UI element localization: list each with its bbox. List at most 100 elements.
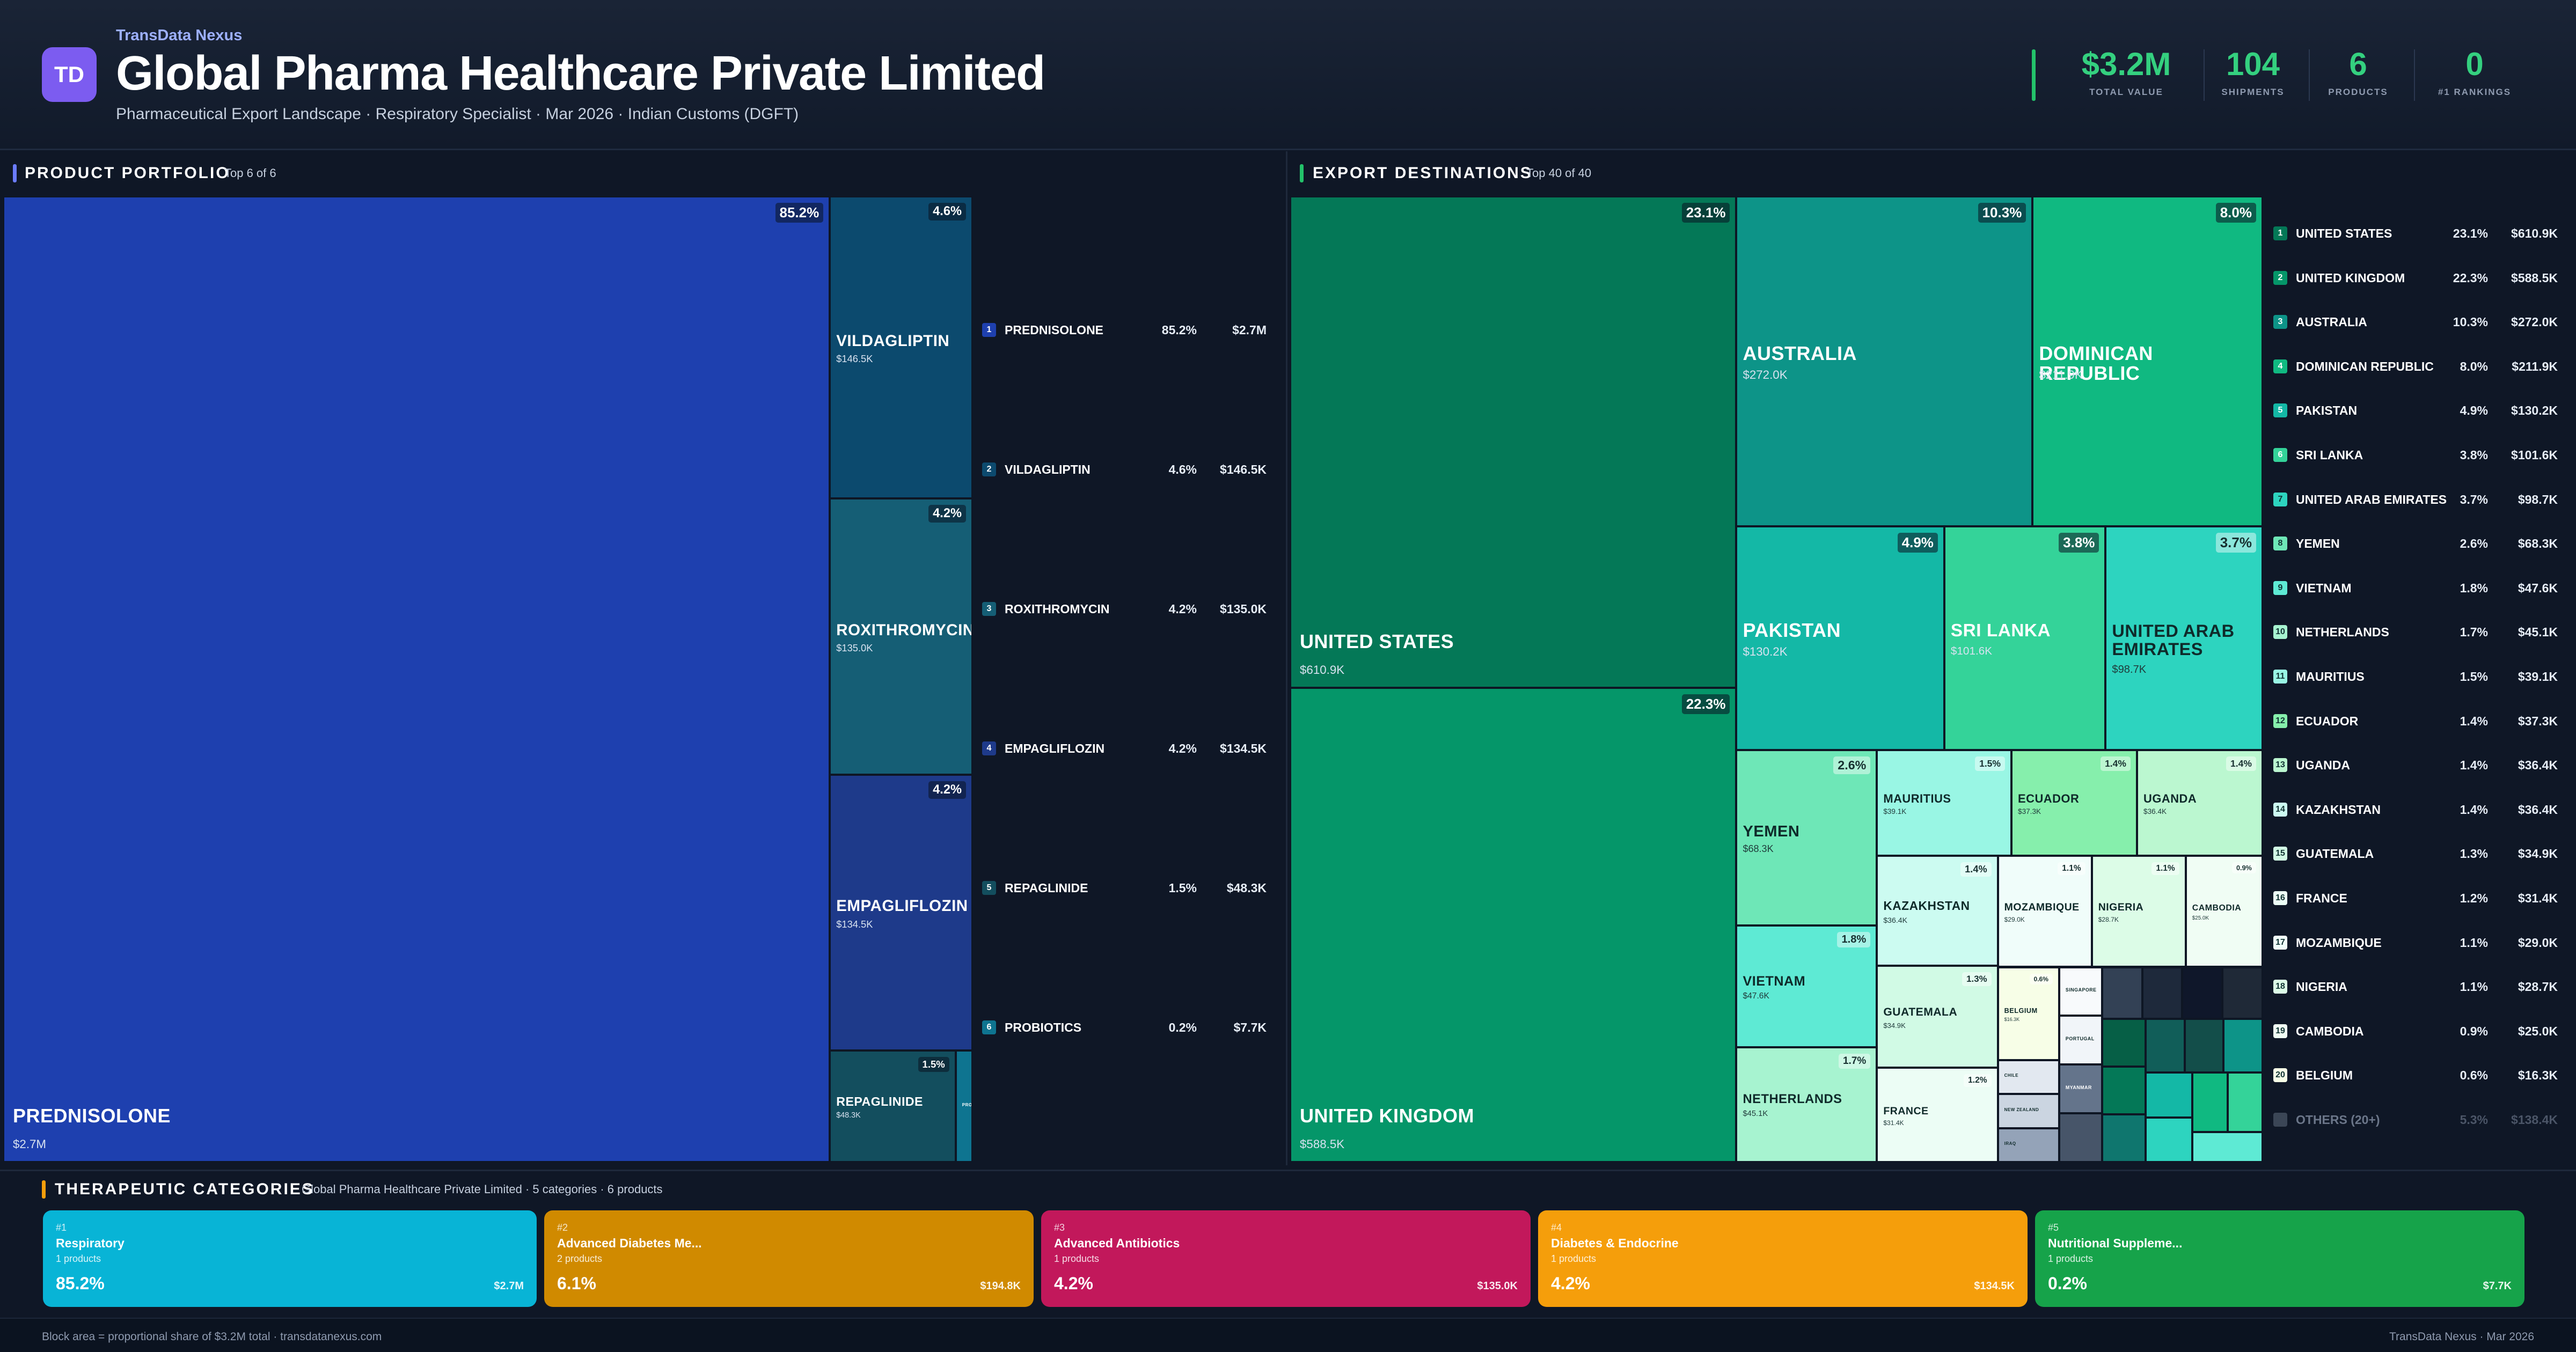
category-card-respiratory[interactable]: #1 Respiratory 1 products 85.2% $2.7M: [43, 1210, 537, 1307]
treemap-cell-vietnam[interactable]: 1.8% VIETNAM $47.6K: [1736, 925, 1877, 1047]
treemap-cell-guatemala[interactable]: 1.3% GUATEMALA $34.9K: [1877, 966, 1998, 1068]
treemap-cell-item[interactable]: [2223, 1019, 2263, 1073]
treemap-cell-yemen[interactable]: 2.6% YEMEN $68.3K: [1736, 750, 1877, 926]
category-value: $134.5K: [1974, 1280, 2015, 1292]
treemap-cell-vildagliptin[interactable]: 4.6% VILDAGLIPTIN $146.5K: [830, 196, 972, 499]
legend-row-others-20[interactable]: OTHERS (20+) 5.3% $138.4K: [2273, 1109, 2563, 1131]
treemap-cell-item[interactable]: [2059, 1113, 2102, 1162]
treemap-cell-item[interactable]: [2102, 967, 2142, 1019]
legend-row-mozambique[interactable]: 17 MOZAMBIQUE 1.1% $29.0K: [2273, 932, 2563, 954]
category-name: Respiratory: [56, 1236, 125, 1250]
treemap-cell-kazakhstan[interactable]: 1.4% KAZAKHSTAN $36.4K: [1877, 856, 1998, 966]
treemap-cell-ecuador[interactable]: 1.4% ECUADOR $37.3K: [2011, 750, 2137, 856]
treemap-cell-item[interactable]: [2182, 967, 2223, 1019]
legend-name: SRI LANKA: [2296, 448, 2363, 462]
treemap-cell-item[interactable]: [2146, 1117, 2193, 1162]
legend-row-mauritius[interactable]: 11 MAURITIUS 1.5% $39.1K: [2273, 666, 2563, 688]
legend-row-prednisolone[interactable]: 1 PREDNISOLONE 85.2% $2.7M: [982, 320, 1272, 341]
treemap-cell-myanmar[interactable]: MYANMAR: [2059, 1064, 2102, 1114]
legend-row-united-kingdom[interactable]: 2 UNITED KINGDOM 22.3% $588.5K: [2273, 268, 2563, 289]
legend-row-ecuador[interactable]: 12 ECUADOR 1.4% $37.3K: [2273, 711, 2563, 732]
legend-row-dominican-republic[interactable]: 4 DOMINICAN REPUBLIC 8.0% $211.9K: [2273, 356, 2563, 378]
treemap-cell-item[interactable]: [2102, 1114, 2146, 1162]
category-card-advanced-antibiotics[interactable]: #3 Advanced Antibiotics 1 products 4.2% $135…: [1041, 1210, 1531, 1307]
treemap-cell-repaglinide[interactable]: 1.5% REPAGLINIDE $48.3K: [830, 1050, 956, 1162]
cell-share-badge: 3.8%: [2059, 533, 2099, 553]
treemap-cell-singapore[interactable]: SINGAPORE: [2059, 967, 2102, 1016]
treemap-cell-prednisolone[interactable]: 85.2% PREDNISOLONE $2.7M: [3, 196, 830, 1162]
legend-row-nigeria[interactable]: 18 NIGERIA 1.1% $28.7K: [2273, 976, 2563, 998]
legend-value: $588.5K: [2511, 270, 2558, 285]
treemap-cell-australia[interactable]: 10.3% AUSTRALIA $272.0K: [1736, 196, 2033, 527]
treemap-cell-item[interactable]: [2102, 1019, 2146, 1067]
legend-row-kazakhstan[interactable]: 14 KAZAKHSTAN 1.4% $36.4K: [2273, 799, 2563, 821]
treemap-cell-item[interactable]: [2192, 1072, 2228, 1133]
legend-row-probiotics[interactable]: 6 PROBIOTICS 0.2% $7.7K: [982, 1017, 1272, 1039]
treemap-cell-chile[interactable]: CHILE: [1997, 1060, 2059, 1094]
category-share: 6.1%: [557, 1274, 596, 1293]
legend-row-sri-lanka[interactable]: 6 SRI LANKA 3.8% $101.6K: [2273, 445, 2563, 466]
category-rank: #1: [56, 1222, 67, 1233]
treemap-cell-mozambique[interactable]: 1.1% MOZAMBIQUE $29.0K: [1997, 856, 2092, 967]
legend-row-netherlands[interactable]: 10 NETHERLANDS 1.7% $45.1K: [2273, 622, 2563, 643]
legend-value: $272.0K: [2511, 315, 2558, 329]
treemap-cell-united-states[interactable]: 23.1% UNITED STATES $610.9K: [1290, 196, 1737, 688]
treemap-cell-probiotics[interactable]: PROBIOTICS: [955, 1050, 972, 1162]
rank-badge: 9: [2273, 581, 2287, 595]
category-card-advanced-diabetes-me[interactable]: #2 Advanced Diabetes Me... 2 products 6.1% $…: [544, 1210, 1034, 1307]
legend-row-cambodia[interactable]: 19 CAMBODIA 0.9% $25.0K: [2273, 1021, 2563, 1042]
legend-row-yemen[interactable]: 8 YEMEN 2.6% $68.3K: [2273, 533, 2563, 555]
cell-label: UNITED ARAB EMIRATES: [2112, 621, 2235, 659]
treemap-cell-portugal[interactable]: PORTUGAL: [2059, 1016, 2102, 1065]
legend-share: 1.8%: [2460, 581, 2488, 595]
legend-share: 3.8%: [2460, 448, 2488, 462]
treemap-cell-item[interactable]: [2227, 1072, 2263, 1133]
category-card-diabetes-endocrine[interactable]: #4 Diabetes & Endocrine 1 products 4.2% $134…: [1538, 1210, 2028, 1307]
category-rank: #5: [2048, 1222, 2059, 1233]
treemap-cell-nigeria[interactable]: 1.1% NIGERIA $28.7K: [2091, 856, 2186, 967]
treemap-cell-sri-lanka[interactable]: 3.8% SRI LANKA $101.6K: [1944, 526, 2106, 751]
treemap-cell-uganda[interactable]: 1.4% UGANDA $36.4K: [2137, 750, 2263, 856]
treemap-cell-netherlands[interactable]: 1.7% NETHERLANDS $45.1K: [1736, 1047, 1877, 1162]
legend-row-pakistan[interactable]: 5 PAKISTAN 4.9% $130.2K: [2273, 400, 2563, 422]
legend-row-france[interactable]: 16 FRANCE 1.2% $31.4K: [2273, 888, 2563, 909]
legend-row-guatemala[interactable]: 15 GUATEMALA 1.3% $34.9K: [2273, 843, 2563, 865]
legend-row-united-arab-emirates[interactable]: 7 UNITED ARAB EMIRATES 3.7% $98.7K: [2273, 489, 2563, 511]
treemap-cell-france[interactable]: 1.2% FRANCE $31.4K: [1877, 1068, 1998, 1162]
legend-row-empagliflozin[interactable]: 4 EMPAGLIFLOZIN 4.2% $134.5K: [982, 738, 1272, 760]
treemap-cell-item[interactable]: [2184, 1019, 2224, 1073]
treemap-cell-iraq[interactable]: IRAQ: [1997, 1128, 2059, 1162]
treemap-cell-pakistan[interactable]: 4.9% PAKISTAN $130.2K: [1736, 526, 1944, 751]
legend-share: 1.5%: [1168, 881, 1197, 895]
treemap-cell-roxithromycin[interactable]: 4.2% ROXITHROMYCIN $135.0K: [830, 498, 972, 775]
treemap-cell-cambodia[interactable]: 0.9% CAMBODIA $25.0K: [2185, 856, 2263, 967]
treemap-cell-item[interactable]: [2222, 967, 2263, 1019]
legend-share: 10.3%: [2453, 315, 2488, 329]
legend-row-uganda[interactable]: 13 UGANDA 1.4% $36.4K: [2273, 755, 2563, 776]
legend-row-repaglinide[interactable]: 5 REPAGLINIDE 1.5% $48.3K: [982, 878, 1272, 899]
legend-value: $98.7K: [2518, 492, 2558, 506]
legend-row-united-states[interactable]: 1 UNITED STATES 23.1% $610.9K: [2273, 223, 2563, 245]
cell-value: $130.2K: [1743, 645, 1788, 659]
legend-row-vietnam[interactable]: 9 VIETNAM 1.8% $47.6K: [2273, 578, 2563, 599]
treemap-cell-item[interactable]: [2192, 1132, 2263, 1162]
cell-label: BELGIUM: [2004, 1007, 2038, 1015]
legend-row-belgium[interactable]: 20 BELGIUM 0.6% $16.3K: [2273, 1065, 2563, 1086]
treemap-cell-new-zealand[interactable]: NEW ZEALAND: [1997, 1094, 2059, 1128]
legend-row-roxithromycin[interactable]: 3 ROXITHROMYCIN 4.2% $135.0K: [982, 599, 1272, 620]
treemap-cell-empagliflozin[interactable]: 4.2% EMPAGLIFLOZIN $134.5K: [830, 774, 972, 1050]
treemap-cell-item[interactable]: [2146, 1019, 2185, 1073]
treemap-cell-mauritius[interactable]: 1.5% MAURITIUS $39.1K: [1877, 750, 2012, 856]
legend-row-australia[interactable]: 3 AUSTRALIA 10.3% $272.0K: [2273, 312, 2563, 333]
treemap-cell-item[interactable]: [2142, 967, 2183, 1019]
treemap-cell-item[interactable]: [2146, 1072, 2193, 1118]
treemap-cell-belgium[interactable]: 0.6% BELGIUM $16.3K: [1997, 967, 2059, 1060]
page-title: Global Pharma Healthcare Private Limited: [116, 47, 1045, 100]
kpi-value: 104: [2226, 46, 2280, 82]
treemap-cell-united-kingdom[interactable]: 22.3% UNITED KINGDOM $588.5K: [1290, 687, 1737, 1162]
treemap-cell-dominican-republic[interactable]: 8.0% DOMINICAN REPUBLIC $211.9K: [2032, 196, 2263, 527]
category-card-nutritional-suppleme[interactable]: #5 Nutritional Suppleme... 1 products 0.2% $…: [2035, 1210, 2524, 1307]
legend-row-vildagliptin[interactable]: 2 VILDAGLIPTIN 4.6% $146.5K: [982, 459, 1272, 481]
treemap-cell-item[interactable]: [2102, 1067, 2146, 1115]
treemap-cell-united-arab-emirates[interactable]: 3.7% UNITED ARAB EMIRATES $98.7K: [2105, 526, 2263, 751]
